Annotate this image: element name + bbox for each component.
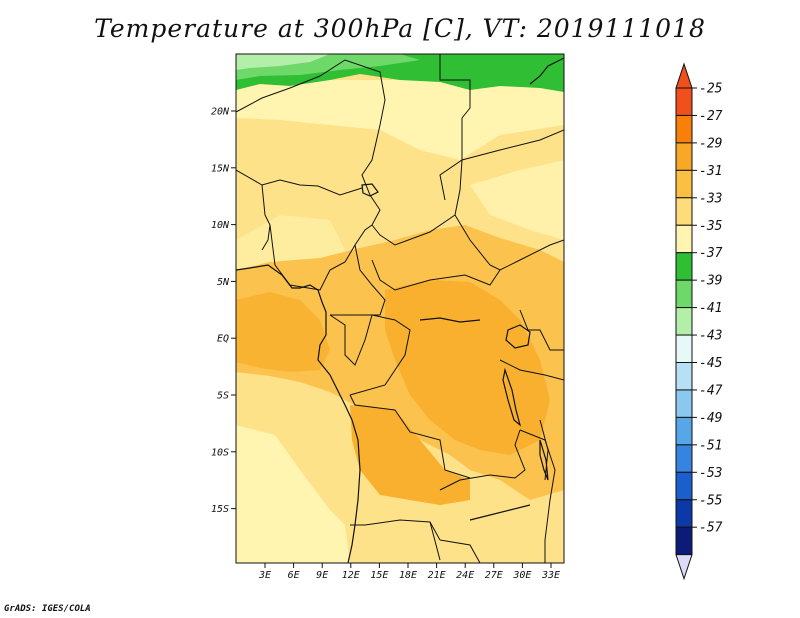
lon-label: 12E — [342, 570, 360, 581]
colorbar-label: -39 — [699, 274, 722, 289]
coast-gulf-guinea — [236, 264, 361, 563]
lat-axis: 20N 15N 10N 5N EQ 5S 10S 15S — [211, 107, 236, 515]
colorbar-swatch — [675, 87, 693, 116]
lon-axis: 3E 6E 9E 12E 15E 18E 21E 24E 27E 30E 33E — [258, 563, 560, 581]
border-congo-drc — [349, 314, 411, 396]
border-sudan — [461, 129, 564, 161]
colorbar-swatch — [675, 169, 693, 199]
lat-label: 10N — [211, 220, 230, 231]
colorbar-label: -51 — [699, 438, 722, 453]
colorbar-label: -37 — [699, 246, 723, 261]
coast-lake-malawi — [539, 439, 549, 481]
colorbar-label: -25 — [699, 82, 723, 97]
lat-label: 5S — [217, 391, 229, 402]
border-cameroon — [330, 244, 386, 316]
border-zambia — [439, 429, 526, 491]
colorbar-label: -47 — [699, 383, 723, 398]
colorbar-swatch — [675, 279, 693, 309]
colorbar-label: -31 — [699, 164, 722, 179]
field-green-east — [470, 54, 564, 85]
coastlines — [236, 57, 564, 563]
colorbar-swatch — [675, 334, 693, 363]
colorbar-swatch — [675, 444, 693, 473]
field-pale-north — [236, 80, 564, 160]
border-angola-south — [350, 519, 441, 541]
colorbar-swatch — [675, 499, 693, 528]
lat-label: EQ — [217, 334, 229, 345]
colorbar-swatch — [675, 362, 693, 391]
colorbar-swatch — [675, 389, 693, 418]
lon-label: 3E — [258, 570, 271, 581]
border-malawi — [539, 419, 549, 481]
border-uganda-kenya — [519, 309, 564, 351]
border-algeria-libya — [236, 59, 386, 126]
lon-label: 9E — [316, 570, 328, 581]
colorbar-label: -49 — [699, 411, 722, 426]
lon-label: 27E — [485, 570, 503, 581]
border-mozambique — [519, 429, 556, 563]
lon-label: 18E — [399, 570, 417, 581]
colorbar-label: -43 — [699, 329, 722, 344]
border-drc-angola — [349, 394, 471, 479]
coast-red-sea — [529, 57, 564, 85]
colorbar-label: -41 — [699, 301, 722, 316]
border-ssudan — [454, 214, 564, 271]
colorbar-label: -45 — [699, 356, 723, 371]
lon-label: 24E — [456, 570, 474, 581]
border-nigeria — [269, 224, 373, 291]
field-warm-angola — [350, 405, 470, 505]
lat-label: 5N — [217, 277, 230, 288]
colorbar-label: -57 — [699, 521, 723, 536]
lon-label: 33E — [541, 570, 560, 581]
border-gabon-congo — [329, 314, 373, 366]
colorbar-label: -55 — [699, 493, 723, 508]
lat-label: 20N — [211, 107, 230, 118]
coast-lake-chad — [361, 183, 379, 197]
colorbar-swatch — [675, 252, 693, 281]
colorbar-swatch — [675, 526, 693, 556]
colorbar-swatch — [675, 471, 693, 501]
colorbar-swatch — [675, 114, 693, 144]
country-borders — [236, 54, 564, 563]
lat-label: 10S — [211, 447, 229, 458]
plot-title: Temperature at 300hPa [C], VT: 201911101… — [94, 14, 706, 43]
colorbar-label: -33 — [699, 191, 722, 206]
field-warm-core — [385, 280, 550, 455]
border-namibia — [429, 521, 441, 561]
coast-lake-victoria — [505, 324, 531, 349]
colorbar-label: -35 — [699, 219, 723, 234]
field-pale-southwest — [236, 425, 350, 563]
colorbar-swatch — [675, 307, 693, 336]
border-car-drc — [371, 259, 501, 291]
lon-label: 30E — [512, 570, 531, 581]
border-libya-egypt — [439, 54, 471, 160]
lon-label: 6E — [288, 570, 300, 581]
coast-lake-tanganyika — [502, 367, 522, 427]
colorbar-label: -27 — [699, 109, 723, 124]
colorbar-label: -29 — [699, 136, 722, 151]
colorbar-bottom-arrow — [675, 554, 693, 581]
coast-river-congo — [419, 317, 481, 323]
coast-zambezi — [469, 504, 531, 521]
colorbar-swatch — [675, 142, 693, 171]
field-warm-west — [236, 292, 330, 372]
colorbar-swatch — [675, 224, 693, 254]
lat-label: 15N — [211, 163, 230, 174]
grads-credit: GrADS: IGES/COLA — [4, 604, 91, 614]
lon-label: 21E — [428, 570, 446, 581]
temperature-field — [236, 54, 564, 563]
field-pale-east — [470, 160, 564, 240]
field-green-light — [236, 54, 330, 70]
colorbar-label: -53 — [699, 466, 722, 481]
lon-label: 15E — [370, 570, 388, 581]
border-botswana — [439, 539, 481, 563]
colorbar-top-arrow — [675, 62, 693, 89]
colorbar-swatch — [675, 197, 693, 226]
colorbar-swatch — [675, 416, 693, 446]
border-tanzania — [499, 359, 564, 381]
colorbar: -25 -27 -29 -31 -33 -35 -37 -39 -41 -43 -45 -47 -49 -… — [675, 62, 723, 581]
map-frame — [235, 53, 565, 564]
lat-label: 15S — [211, 504, 229, 515]
